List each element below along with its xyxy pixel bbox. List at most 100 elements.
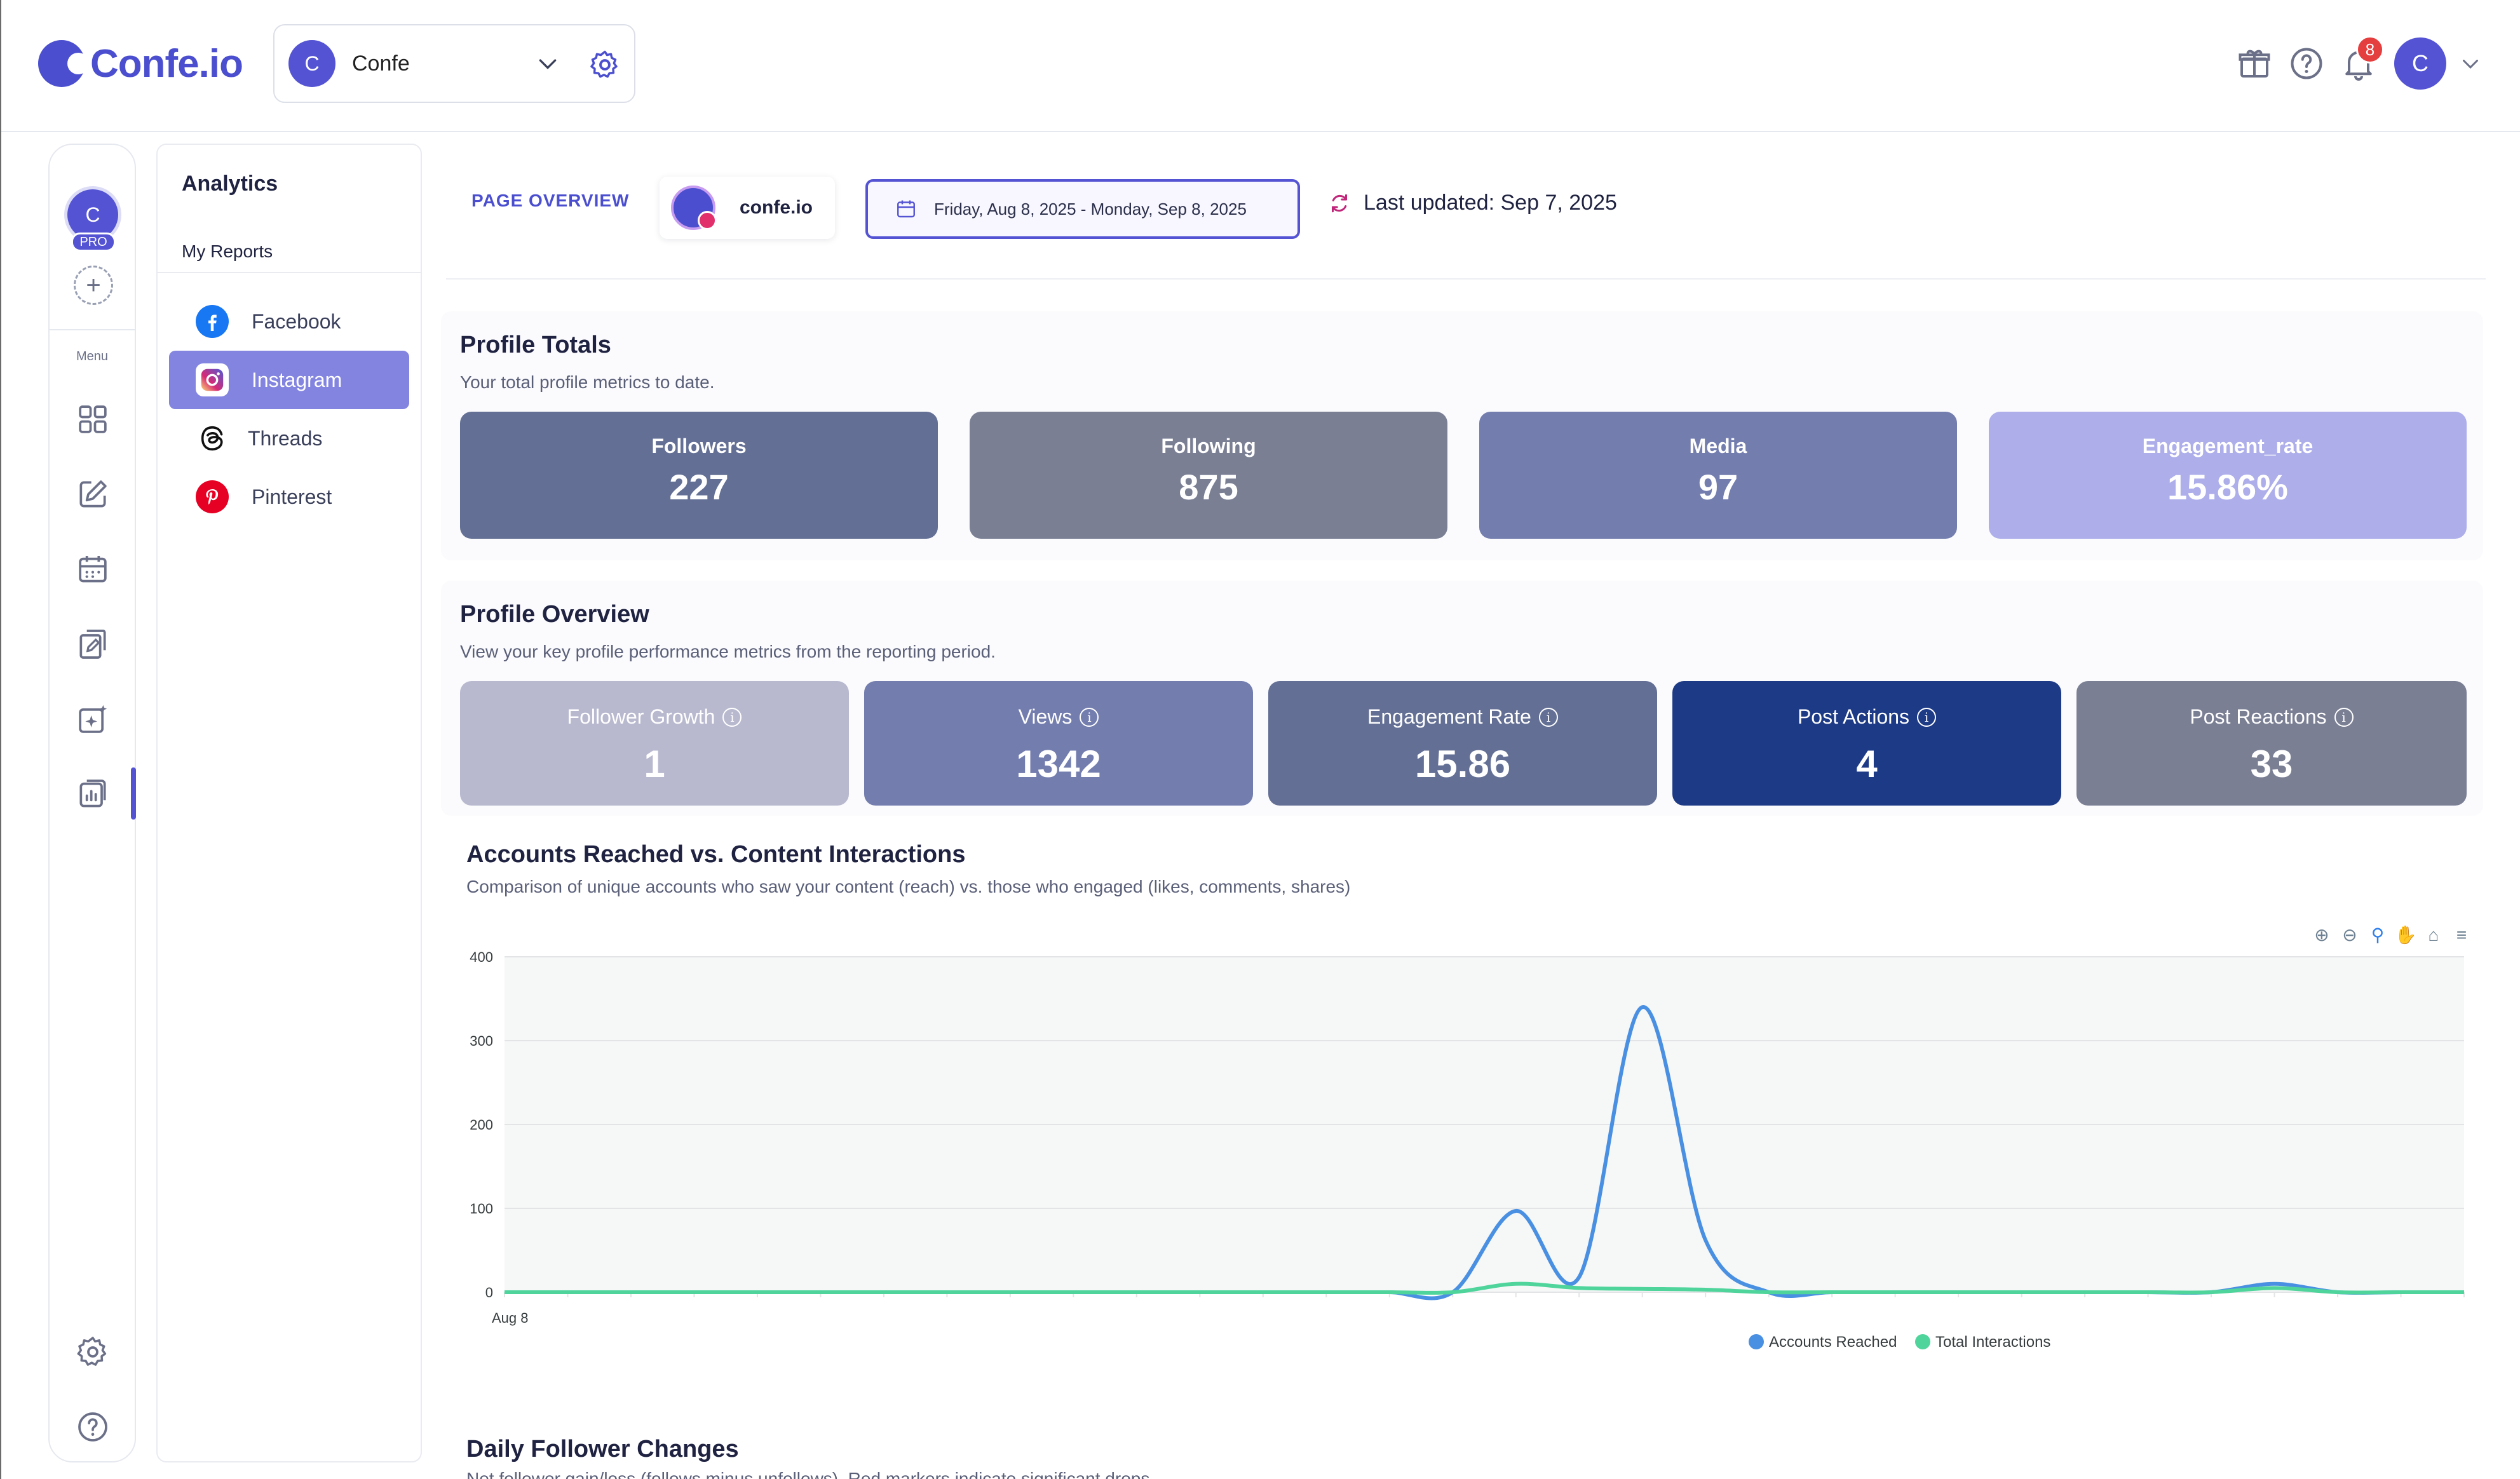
sidebar-item-threads[interactable]: Threads	[169, 409, 409, 468]
sidebar-item-instagram[interactable]: Instagram	[169, 351, 409, 409]
workspace-selector[interactable]: C Confe	[273, 24, 635, 103]
date-range-picker[interactable]: Friday, Aug 8, 2025 - Monday, Sep 8, 202…	[865, 179, 1300, 239]
metric-label-text: Follower Growth	[567, 705, 715, 728]
account-avatar	[671, 186, 717, 230]
metric-label: Post Reactions i	[2076, 705, 2467, 729]
pan-hand-icon[interactable]: ✋	[2394, 925, 2417, 945]
account-chip[interactable]: confe.io	[660, 177, 835, 239]
sidebar-item-label: Instagram	[252, 368, 342, 391]
series-line-total-interactions	[505, 1281, 2464, 1295]
metric-label-text: Post Actions	[1797, 705, 1910, 728]
edit-note-icon[interactable]	[75, 626, 111, 662]
top-actions: 8 C	[2221, 33, 2482, 94]
gear-icon[interactable]	[588, 48, 621, 81]
zoom-out-icon[interactable]: ⊖	[2342, 925, 2357, 945]
account-name: confe.io	[740, 197, 813, 218]
metric-label: Views i	[864, 705, 1253, 729]
metric-value: 875	[1179, 467, 1238, 507]
zoom-select-icon[interactable]: ⚲	[2371, 925, 2385, 945]
notification-badge: 8	[2356, 36, 2384, 64]
gift-icon[interactable]	[2235, 44, 2273, 83]
sidebar-item-pinterest[interactable]: Pinterest	[169, 468, 409, 526]
chevron-down-icon[interactable]	[2459, 52, 2482, 75]
metric-value: 97	[1698, 467, 1738, 507]
metric-value: 15.86%	[2167, 467, 2288, 507]
overview-card-post-actions: Post Actions i 4	[1672, 681, 2061, 806]
metric-label-text: Views	[1018, 705, 1073, 728]
header-divider	[446, 278, 2486, 280]
menu-label: Menu	[76, 349, 109, 363]
info-icon[interactable]: i	[1538, 707, 1558, 727]
reach-vs-interactions-chart: Accounts Reached vs. Content Interaction…	[441, 826, 2483, 1389]
user-avatar[interactable]: C	[2394, 37, 2446, 90]
refresh-icon[interactable]	[1328, 192, 1351, 215]
metric-value: 227	[669, 467, 729, 507]
metric-card-following: Following 875	[970, 412, 1447, 539]
threads-icon	[196, 422, 229, 455]
analytics-icon[interactable]	[75, 776, 111, 812]
info-icon[interactable]: i	[1080, 707, 1099, 727]
icon-rail: C PRO + Menu	[48, 144, 136, 1462]
chevron-down-icon[interactable]	[535, 51, 560, 76]
notifications-button[interactable]: 8	[2340, 36, 2384, 83]
chart-menu-icon[interactable]: ≡	[2456, 925, 2467, 945]
info-icon[interactable]: i	[1917, 707, 1937, 727]
chart-subtitle: Comparison of unique accounts who saw yo…	[466, 877, 1351, 896]
page-title: PAGE OVERVIEW	[471, 191, 630, 210]
metric-label-text: Post Reactions	[2190, 705, 2327, 728]
help-icon[interactable]	[75, 1409, 111, 1445]
sidebar-item-label: Threads	[248, 426, 323, 450]
ai-sparkle-icon[interactable]	[75, 701, 111, 737]
info-icon[interactable]: i	[722, 707, 742, 727]
metric-value: 1342	[1016, 743, 1101, 785]
workspace-avatar: C	[288, 40, 335, 87]
sidebar-item-label: Pinterest	[252, 485, 332, 508]
metric-card-media: Media 97	[1479, 412, 1957, 539]
calendar-icon[interactable]	[75, 551, 111, 587]
zoom-in-icon[interactable]: ⊕	[2314, 925, 2329, 945]
facebook-icon	[196, 305, 229, 338]
top-bar: Confe.io C Confe 8 C	[1, 0, 2520, 132]
metric-card-followers: Followers 227	[460, 412, 938, 539]
metric-value: 15.86	[1414, 743, 1511, 785]
sidebar-divider	[158, 272, 421, 273]
instagram-icon	[196, 363, 229, 396]
metric-label: Media	[1689, 435, 1747, 457]
legend-label: Total Interactions	[1935, 1334, 2050, 1351]
metric-label: Engagement Rate i	[1268, 705, 1657, 729]
add-account-button[interactable]: +	[74, 266, 113, 305]
x-tick-label: Aug 8	[492, 1310, 529, 1326]
logo-icon	[38, 40, 89, 87]
rail-active-indicator	[131, 767, 136, 820]
sidebar-item-facebook[interactable]: Facebook	[169, 292, 409, 351]
metric-value: 4	[1856, 743, 1878, 785]
chart-title: Accounts Reached vs. Content Interaction…	[466, 841, 966, 868]
y-tick-label: 400	[470, 949, 493, 965]
last-updated: Last updated: Sep 7, 2025	[1328, 191, 1617, 215]
dashboard-icon[interactable]	[75, 402, 111, 437]
section-subtitle: View your key profile performance metric…	[460, 642, 996, 661]
y-tick-label: 200	[470, 1117, 493, 1133]
settings-icon[interactable]	[75, 1334, 111, 1370]
y-tick-label: 100	[470, 1201, 493, 1217]
compose-icon[interactable]	[75, 476, 111, 512]
profile-overview-section: Profile Overview View your key profile p…	[441, 581, 2483, 816]
sidebar-item-label: Facebook	[252, 309, 341, 333]
metric-card-engagement-rate: Engagement_rate 15.86%	[1989, 412, 2467, 539]
logo-text: Confe.io	[90, 41, 243, 86]
y-tick-label: 300	[470, 1033, 493, 1049]
metric-value: 1	[644, 743, 665, 785]
reset-home-icon[interactable]: ⌂	[2428, 925, 2439, 945]
profile-avatar[interactable]: C	[67, 189, 118, 240]
overview-card-engagement-rate: Engagement Rate i 15.86	[1268, 681, 1657, 806]
metric-value: 33	[2250, 743, 2293, 785]
metric-label: Engagement_rate	[2142, 435, 2313, 457]
legend-marker	[1749, 1334, 1764, 1349]
y-tick-label: 0	[485, 1285, 493, 1300]
chart-toolbar: ⊕ ⊖ ⚲ ✋ ⌂ ≡	[2305, 924, 2473, 947]
info-icon[interactable]: i	[2334, 707, 2354, 727]
line-chart: 0 100 200 300 400 Aug 8 Accounts Reached Total …	[470, 949, 2465, 1351]
app-logo[interactable]: Confe.io	[38, 38, 243, 89]
help-icon[interactable]	[2287, 44, 2326, 83]
my-reports-label: My Reports	[182, 241, 273, 261]
